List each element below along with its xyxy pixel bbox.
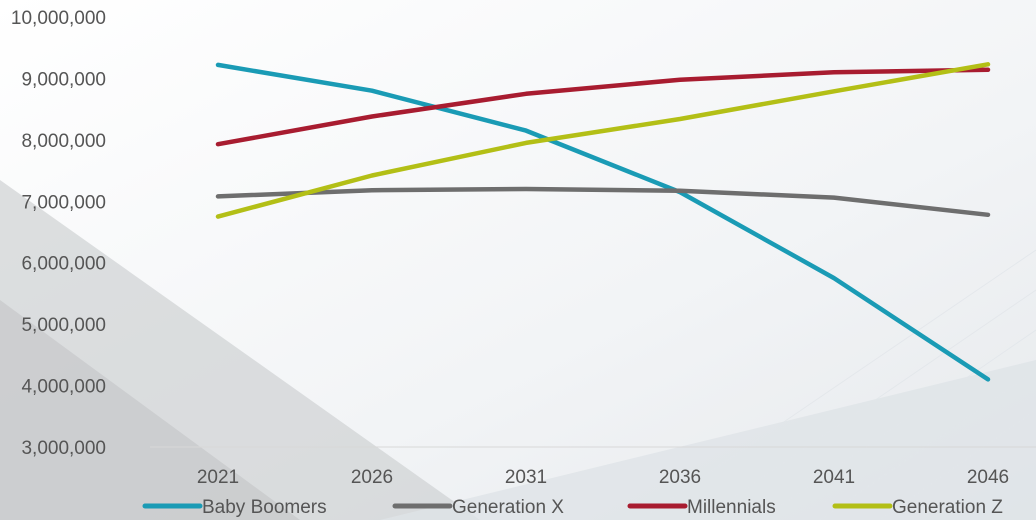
x-tick-label: 2031 <box>505 467 547 488</box>
x-tick-label: 2046 <box>967 467 1009 488</box>
series-line-generation-z <box>215 62 991 219</box>
legend-label: Generation X <box>452 497 564 518</box>
y-axis: 3,000,000 4,000,000 5,000,000 6,000,000 7,00… <box>11 8 106 459</box>
y-tick-label: 6,000,000 <box>21 254 106 275</box>
y-tick-label: 9,000,000 <box>21 69 106 90</box>
x-tick-label: 2036 <box>659 467 701 488</box>
y-tick-label: 10,000,000 <box>11 8 106 29</box>
series-line-baby-boomers <box>215 62 991 382</box>
legend-item-millennials: Millennials <box>627 497 776 518</box>
x-tick-label: 2026 <box>351 467 393 488</box>
legend-item-generation-z: Generation Z <box>832 497 1003 518</box>
series-line-generation-x <box>215 186 991 218</box>
x-axis: 2021 2026 2031 2036 2041 2046 <box>197 467 1009 488</box>
y-tick-label: 3,000,000 <box>21 438 106 459</box>
legend: Baby Boomers Generation X Millennials Gener… <box>142 497 1003 518</box>
y-tick-label: 7,000,000 <box>21 192 106 213</box>
legend-label: Millennials <box>687 497 776 518</box>
y-tick-label: 8,000,000 <box>21 131 106 152</box>
y-tick-label: 4,000,000 <box>21 377 106 398</box>
legend-item-baby-boomers: Baby Boomers <box>142 497 327 518</box>
x-tick-label: 2021 <box>197 467 239 488</box>
y-tick-label: 5,000,000 <box>21 315 106 336</box>
legend-label: Generation Z <box>892 497 1003 518</box>
legend-item-generation-x: Generation X <box>392 497 564 518</box>
x-tick-label: 2041 <box>813 467 855 488</box>
series-line-millennials <box>215 67 991 147</box>
series-lines <box>215 62 991 382</box>
legend-label: Baby Boomers <box>202 497 327 518</box>
